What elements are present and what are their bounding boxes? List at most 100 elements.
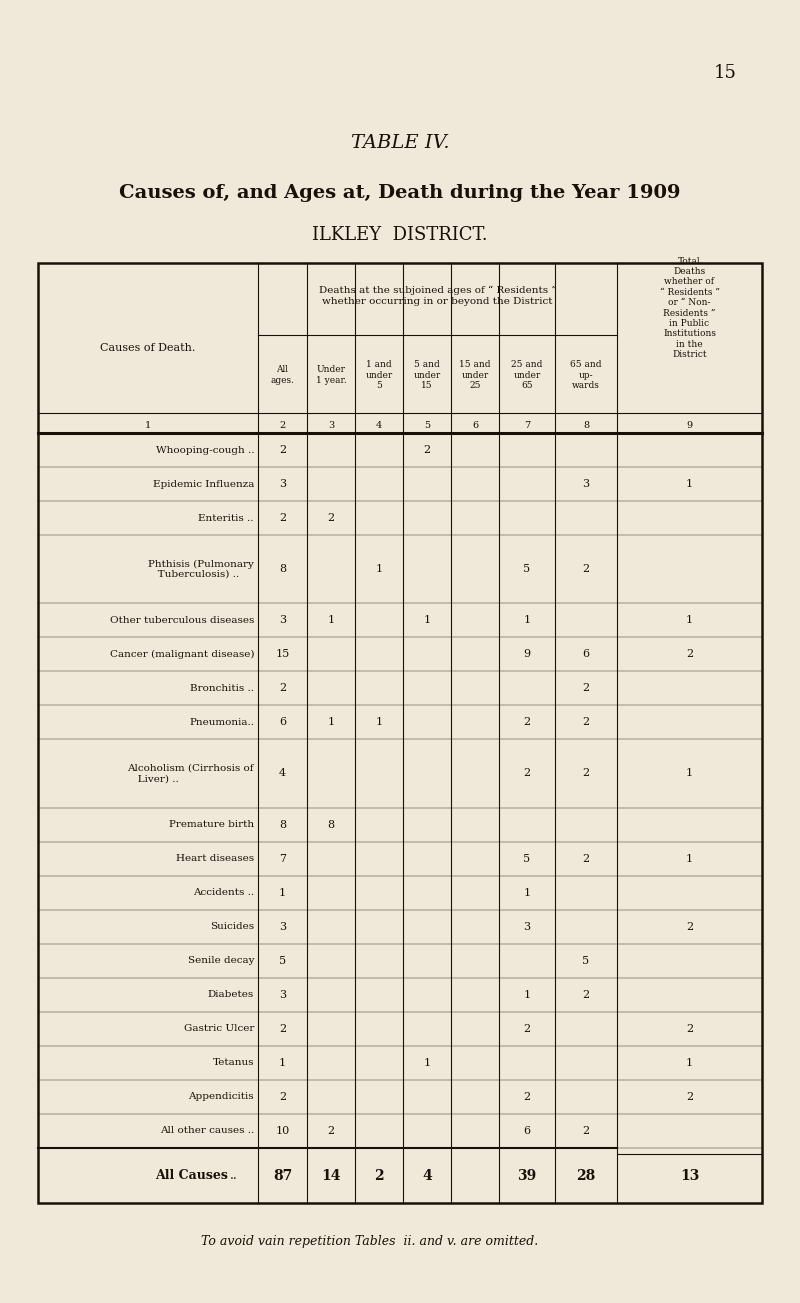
Text: 3: 3 (582, 480, 590, 489)
Text: 3: 3 (279, 480, 286, 489)
Text: 2: 2 (523, 718, 530, 727)
Text: 4: 4 (422, 1169, 432, 1183)
Text: 2: 2 (423, 446, 430, 455)
Text: Pneumonia..: Pneumonia.. (189, 718, 254, 727)
Text: 2: 2 (686, 649, 693, 659)
Text: 3: 3 (279, 615, 286, 625)
Text: 1 and
under
5: 1 and under 5 (366, 360, 393, 390)
Text: Epidemic Influenza: Epidemic Influenza (153, 480, 254, 489)
Text: 1: 1 (523, 615, 530, 625)
Text: 3: 3 (279, 990, 286, 999)
Text: 2: 2 (279, 513, 286, 523)
Bar (38, 263, 762, 1203)
Text: Whooping-cough ..: Whooping-cough .. (155, 446, 254, 455)
Text: 10: 10 (275, 1126, 290, 1136)
Text: ..: .. (230, 1169, 238, 1182)
Text: 1: 1 (523, 887, 530, 898)
Text: 13: 13 (680, 1169, 699, 1183)
Text: All other causes ..: All other causes .. (160, 1127, 254, 1135)
Text: Causes of, and Ages at, Death during the Year 1909: Causes of, and Ages at, Death during the… (119, 184, 681, 202)
Text: 2: 2 (279, 446, 286, 455)
Text: 2: 2 (327, 1126, 334, 1136)
Text: 1: 1 (686, 1058, 693, 1068)
Text: Tetanus: Tetanus (213, 1058, 254, 1067)
Text: 4: 4 (376, 421, 382, 430)
Text: 15: 15 (275, 649, 290, 659)
Text: 2: 2 (582, 564, 590, 575)
Text: Enteritis ..: Enteritis .. (198, 513, 254, 523)
Text: Suicides: Suicides (210, 923, 254, 932)
Text: 7: 7 (524, 421, 530, 430)
Text: 1: 1 (279, 1058, 286, 1068)
Text: 5: 5 (424, 421, 430, 430)
Text: 2: 2 (279, 421, 286, 430)
Text: 2: 2 (279, 683, 286, 693)
Text: 1: 1 (375, 718, 382, 727)
Text: TABLE IV.: TABLE IV. (350, 134, 450, 152)
Text: 1: 1 (279, 887, 286, 898)
Text: 1: 1 (686, 853, 693, 864)
Text: 2: 2 (374, 1169, 384, 1183)
Text: 8: 8 (583, 421, 589, 430)
Text: Under
1 year.: Under 1 year. (316, 365, 346, 384)
Text: 6: 6 (472, 421, 478, 430)
Text: Gastric Ulcer: Gastric Ulcer (184, 1024, 254, 1033)
Text: Appendicitis: Appendicitis (188, 1092, 254, 1101)
Text: 1: 1 (686, 615, 693, 625)
Text: 2: 2 (279, 1024, 286, 1033)
Text: 25 and
under
65: 25 and under 65 (511, 360, 542, 390)
Text: 2: 2 (686, 1024, 693, 1033)
Text: 3: 3 (279, 921, 286, 932)
Text: 28: 28 (576, 1169, 596, 1183)
Text: 8: 8 (279, 820, 286, 830)
Text: Cancer (malignant disease): Cancer (malignant disease) (110, 650, 254, 659)
Text: 15: 15 (714, 64, 737, 82)
Text: 5 and
under
15: 5 and under 15 (414, 360, 441, 390)
Text: Alcoholism (Cirrhosis of
   Liver) ..: Alcoholism (Cirrhosis of Liver) .. (127, 764, 254, 783)
Text: 1: 1 (327, 718, 334, 727)
Text: 65 and
up-
wards: 65 and up- wards (570, 360, 602, 390)
Text: 14: 14 (322, 1169, 341, 1183)
Text: 8: 8 (327, 820, 334, 830)
Text: Other tuberculous diseases: Other tuberculous diseases (110, 616, 254, 624)
Text: To avoid vain repetition Tables  ii. and v. are omitted.: To avoid vain repetition Tables ii. and … (202, 1234, 538, 1247)
Text: 5: 5 (523, 853, 530, 864)
Text: 2: 2 (686, 921, 693, 932)
Text: Bronchitis ..: Bronchitis .. (190, 684, 254, 693)
Text: 7: 7 (279, 853, 286, 864)
Text: Heart diseases: Heart diseases (176, 853, 254, 863)
Text: 4: 4 (279, 769, 286, 778)
Text: 2: 2 (523, 1024, 530, 1033)
Text: 1: 1 (375, 564, 382, 575)
Text: 15 and
under
25: 15 and under 25 (459, 360, 490, 390)
Text: 1: 1 (686, 480, 693, 489)
Text: ILKLEY  DISTRICT.: ILKLEY DISTRICT. (312, 225, 488, 244)
Text: 9: 9 (686, 421, 693, 430)
Text: 3: 3 (328, 421, 334, 430)
Text: 39: 39 (518, 1169, 537, 1183)
Text: Diabetes: Diabetes (208, 990, 254, 999)
Text: 1: 1 (327, 615, 334, 625)
Text: 9: 9 (523, 649, 530, 659)
Text: 1: 1 (686, 769, 693, 778)
Text: Causes of Death.: Causes of Death. (100, 343, 196, 353)
Text: 2: 2 (686, 1092, 693, 1102)
Text: 1: 1 (423, 615, 430, 625)
Text: 2: 2 (523, 1092, 530, 1102)
Text: Deaths at the subjoined ages of “ Residents ”
whether occurring in or beyond the: Deaths at the subjoined ages of “ Reside… (318, 287, 556, 306)
Text: 2: 2 (327, 513, 334, 523)
Text: Total
Deaths
whether of
“ Residents ”
or “ Non-
Residents ”
in Public
Institutio: Total Deaths whether of “ Residents ” or… (659, 257, 719, 360)
Text: 2: 2 (582, 990, 590, 999)
Text: 87: 87 (273, 1169, 292, 1183)
Text: All Causes: All Causes (155, 1169, 228, 1182)
Text: Phthisis (Pulmonary
   Tuberculosis) ..: Phthisis (Pulmonary Tuberculosis) .. (148, 559, 254, 579)
Text: 1: 1 (423, 1058, 430, 1068)
Text: 3: 3 (523, 921, 530, 932)
Text: 2: 2 (582, 1126, 590, 1136)
Text: Premature birth: Premature birth (169, 820, 254, 829)
Text: Senile decay: Senile decay (187, 956, 254, 966)
Text: 2: 2 (523, 769, 530, 778)
Text: 1: 1 (145, 421, 151, 430)
Text: Accidents ..: Accidents .. (193, 889, 254, 898)
Text: 2: 2 (582, 853, 590, 864)
